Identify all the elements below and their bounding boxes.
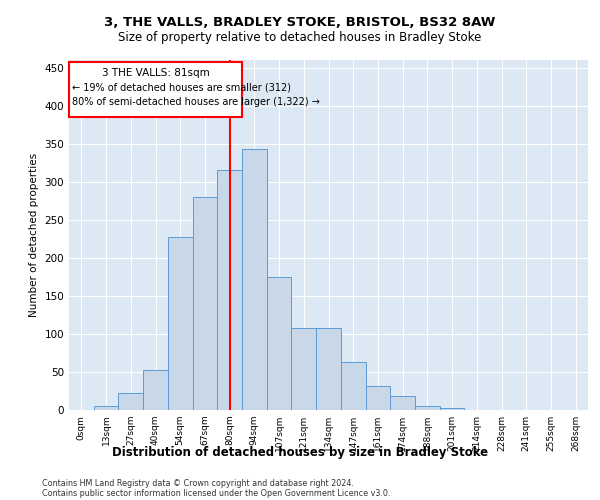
Y-axis label: Number of detached properties: Number of detached properties (29, 153, 39, 317)
Bar (415, 406, 440, 410)
Bar (118, 394, 143, 410)
Bar (316, 328, 341, 410)
Text: Contains public sector information licensed under the Open Government Licence v3: Contains public sector information licen… (42, 489, 391, 498)
Bar (365, 386, 390, 410)
Bar (390, 396, 415, 410)
Text: 3 THE VALLS: 81sqm: 3 THE VALLS: 81sqm (102, 68, 210, 78)
Text: Contains HM Land Registry data © Crown copyright and database right 2024.: Contains HM Land Registry data © Crown c… (42, 479, 354, 488)
Text: 3, THE VALLS, BRADLEY STOKE, BRISTOL, BS32 8AW: 3, THE VALLS, BRADLEY STOKE, BRISTOL, BS… (104, 16, 496, 29)
Bar (94, 406, 118, 410)
Bar (143, 370, 168, 410)
Bar (217, 170, 242, 410)
Text: Size of property relative to detached houses in Bradley Stoke: Size of property relative to detached ho… (118, 31, 482, 44)
Bar (70, 62, 242, 117)
Bar (193, 197, 217, 410)
Bar (341, 362, 365, 410)
Text: Distribution of detached houses by size in Bradley Stoke: Distribution of detached houses by size … (112, 446, 488, 459)
Bar (242, 149, 267, 410)
Bar (168, 236, 193, 410)
Bar (440, 408, 464, 410)
Text: ← 19% of detached houses are smaller (312): ← 19% of detached houses are smaller (31… (72, 82, 291, 92)
Bar (292, 328, 316, 410)
Bar (267, 277, 292, 410)
Text: 80% of semi-detached houses are larger (1,322) →: 80% of semi-detached houses are larger (… (72, 98, 320, 108)
